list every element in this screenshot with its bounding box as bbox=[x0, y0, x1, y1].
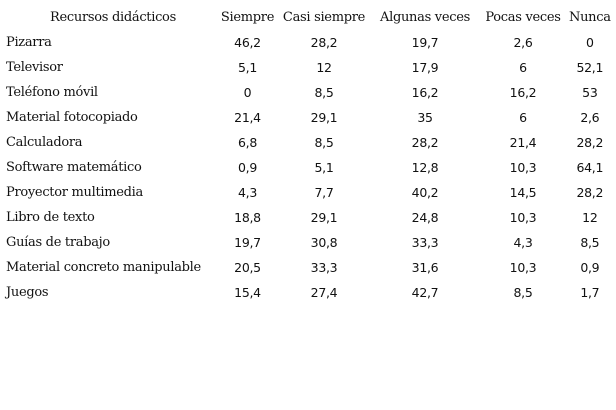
table-row: Libro de texto 18,8 29,1 24,8 10,3 12 bbox=[4, 205, 611, 230]
table-row: Pizarra 46,2 28,2 19,7 2,6 0 bbox=[4, 30, 611, 55]
table-row: Televisor 5,1 12 17,9 6 52,1 bbox=[4, 55, 611, 80]
resource-label: Guías de trabajo bbox=[6, 235, 110, 250]
cell-siempre: 4,3 bbox=[238, 185, 257, 200]
cell-algunas-veces: 24,8 bbox=[411, 210, 439, 225]
cell-siempre: 18,8 bbox=[234, 210, 261, 225]
cell-casi-siempre: 8,5 bbox=[314, 85, 334, 100]
table-body: Pizarra 46,2 28,2 19,7 2,6 0 Televisor 5,1 12 17,… bbox=[4, 30, 611, 305]
header-siempre: Siempre bbox=[220, 9, 275, 25]
cell-casi-siempre: 5,1 bbox=[314, 160, 334, 175]
cell-nunca: 28,2 bbox=[576, 185, 604, 200]
resource-label: Proyector multimedia bbox=[6, 185, 143, 200]
resource-label: Juegos bbox=[6, 285, 49, 300]
cell-algunas-veces: 12,8 bbox=[411, 160, 439, 175]
resource-label: Pizarra bbox=[6, 35, 52, 50]
cell-casi-siempre: 12 bbox=[316, 60, 332, 75]
resource-label: Software matemático bbox=[6, 160, 142, 175]
cell-algunas-veces: 19,7 bbox=[411, 35, 439, 50]
cell-siempre: 5,1 bbox=[238, 60, 257, 75]
cell-casi-siempre: 30,8 bbox=[310, 235, 338, 250]
cell-pocas-veces: 14,5 bbox=[509, 185, 537, 200]
cell-siempre: 0 bbox=[243, 85, 252, 100]
cell-casi-siempre: 33,3 bbox=[310, 260, 338, 275]
didactic-resources-table: Recursos didácticos Siempre Casi siempre… bbox=[4, 4, 611, 305]
cell-casi-siempre: 8,5 bbox=[314, 135, 334, 150]
cell-algunas-veces: 31,6 bbox=[411, 260, 439, 275]
resource-label: Material concreto manipulable bbox=[6, 260, 201, 275]
cell-nunca: 53 bbox=[582, 85, 598, 100]
table-row: Juegos 15,4 27,4 42,7 8,5 1,7 bbox=[4, 280, 611, 305]
cell-siempre: 6,8 bbox=[238, 135, 257, 150]
cell-nunca: 12 bbox=[582, 210, 598, 225]
cell-siempre: 0,9 bbox=[238, 160, 257, 175]
header-pocas-veces: Pocas veces bbox=[485, 9, 561, 25]
cell-casi-siempre: 27,4 bbox=[310, 285, 338, 300]
cell-nunca: 8,5 bbox=[580, 235, 600, 250]
cell-nunca: 1,7 bbox=[580, 285, 600, 300]
cell-pocas-veces: 6 bbox=[519, 110, 527, 125]
cell-siempre: 15,4 bbox=[234, 285, 261, 300]
table-row: Teléfono móvil 0 8,5 16,2 16,2 53 bbox=[4, 80, 611, 105]
cell-casi-siempre: 29,1 bbox=[310, 110, 338, 125]
cell-casi-siempre: 7,7 bbox=[314, 185, 334, 200]
cell-pocas-veces: 21,4 bbox=[509, 135, 537, 150]
cell-pocas-veces: 10,3 bbox=[509, 210, 537, 225]
cell-algunas-veces: 40,2 bbox=[411, 185, 439, 200]
cell-nunca: 64,1 bbox=[576, 160, 604, 175]
cell-nunca: 0,9 bbox=[580, 260, 600, 275]
header-casi-siempre: Casi siempre bbox=[282, 9, 366, 25]
resource-label: Calculadora bbox=[6, 135, 83, 150]
resource-label: Televisor bbox=[6, 60, 63, 75]
header-row: Recursos didácticos Siempre Casi siempre… bbox=[4, 4, 611, 30]
cell-algunas-veces: 42,7 bbox=[411, 285, 439, 300]
table-row: Material fotocopiado 21,4 29,1 35 6 2,6 bbox=[4, 105, 611, 130]
cell-nunca: 28,2 bbox=[576, 135, 604, 150]
resource-label: Teléfono móvil bbox=[6, 85, 98, 100]
header-algunas-veces: Algunas veces bbox=[380, 9, 470, 25]
cell-casi-siempre: 29,1 bbox=[310, 210, 338, 225]
cell-nunca: 52,1 bbox=[576, 60, 604, 75]
table-row: Material concreto manipulable 20,5 33,3 31,… bbox=[4, 255, 611, 280]
cell-nunca: 2,6 bbox=[580, 110, 600, 125]
cell-pocas-veces: 4,3 bbox=[513, 235, 533, 250]
cell-pocas-veces: 10,3 bbox=[509, 260, 537, 275]
cell-siempre: 19,7 bbox=[234, 235, 261, 250]
table-row: Guías de trabajo 19,7 30,8 33,3 4,3 8,5 bbox=[4, 230, 611, 255]
cell-pocas-veces: 6 bbox=[519, 60, 527, 75]
cell-algunas-veces: 16,2 bbox=[411, 85, 439, 100]
table-row: Calculadora 6,8 8,5 28,2 21,4 28,2 bbox=[4, 130, 611, 155]
cell-siempre: 46,2 bbox=[234, 35, 261, 50]
cell-algunas-veces: 17,9 bbox=[411, 60, 439, 75]
cell-pocas-veces: 2,6 bbox=[513, 35, 533, 50]
cell-pocas-veces: 10,3 bbox=[509, 160, 537, 175]
cell-casi-siempre: 28,2 bbox=[310, 35, 338, 50]
cell-algunas-veces: 33,3 bbox=[411, 235, 439, 250]
resource-label: Material fotocopiado bbox=[6, 110, 138, 125]
cell-pocas-veces: 16,2 bbox=[509, 85, 537, 100]
table-row: Proyector multimedia 4,3 7,7 40,2 14,5 28,2 bbox=[4, 180, 611, 205]
header-resources: Recursos didácticos bbox=[50, 9, 176, 25]
cell-siempre: 20,5 bbox=[234, 260, 261, 275]
cell-algunas-veces: 28,2 bbox=[411, 135, 439, 150]
resource-label: Libro de texto bbox=[6, 210, 95, 225]
table-row: Software matemático 0,9 5,1 12,8 10,3 64,1 bbox=[4, 155, 611, 180]
cell-algunas-veces: 35 bbox=[417, 110, 433, 125]
cell-siempre: 21,4 bbox=[234, 110, 261, 125]
header-nunca: Nunca bbox=[569, 9, 611, 25]
cell-nunca: 0 bbox=[586, 35, 594, 50]
cell-pocas-veces: 8,5 bbox=[513, 285, 533, 300]
